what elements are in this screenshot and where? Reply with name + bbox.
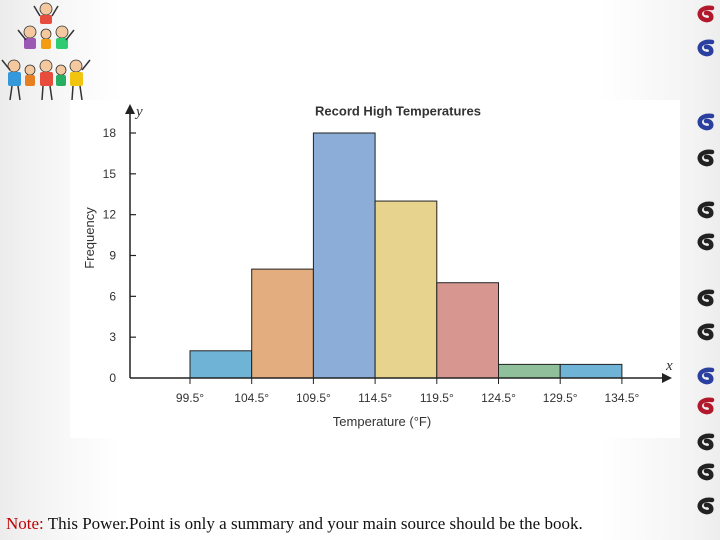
histogram-bar xyxy=(559,363,623,379)
y-axis-arrow xyxy=(125,104,135,114)
y-tick-label: 3 xyxy=(109,330,116,344)
y-tick-label: 18 xyxy=(103,126,117,140)
chart-title: Record High Temperatures xyxy=(315,104,481,119)
y-tick-label: 0 xyxy=(109,371,116,385)
y-tick-label: 9 xyxy=(109,249,116,263)
x-tick-label: 124.5° xyxy=(481,391,516,405)
x-tick-label: 134.5° xyxy=(604,391,639,405)
footnote-text: This Power.Point is only a summary and y… xyxy=(43,514,583,533)
x-tick-label: 129.5° xyxy=(543,391,578,405)
y-axis-variable: y xyxy=(134,104,143,120)
footnote: Note: This Power.Point is only a summary… xyxy=(6,514,706,534)
histogram-bar xyxy=(189,350,253,379)
y-axis-title: Frequency xyxy=(82,207,97,269)
kids-pyramid-icon xyxy=(1,2,91,101)
y-tick-label: 15 xyxy=(103,167,117,181)
curl-border-icon xyxy=(697,5,715,515)
histogram-bar xyxy=(498,363,561,379)
x-tick-label: 114.5° xyxy=(358,391,392,405)
histogram-bar xyxy=(251,268,314,379)
histogram-bar xyxy=(374,200,438,379)
y-tick-label: 6 xyxy=(109,289,116,303)
chart-panel: Record High Temperatures Frequency Tempe… xyxy=(70,100,680,438)
x-tick-label: 109.5° xyxy=(296,391,331,405)
x-axis-arrow xyxy=(662,373,672,383)
x-tick-label: 104.5° xyxy=(234,391,269,405)
histogram-bar xyxy=(312,132,376,379)
x-axis-title: Temperature (°F) xyxy=(333,414,431,429)
histogram-bar xyxy=(436,282,499,379)
histogram-chart: Record High Temperatures Frequency Tempe… xyxy=(82,104,673,429)
x-axis-variable: x xyxy=(665,358,673,374)
y-tick-label: 12 xyxy=(103,208,117,222)
x-tick-label: 99.5° xyxy=(176,391,204,405)
x-tick-label: 119.5° xyxy=(420,391,454,405)
footnote-lead: Note: xyxy=(6,514,44,533)
